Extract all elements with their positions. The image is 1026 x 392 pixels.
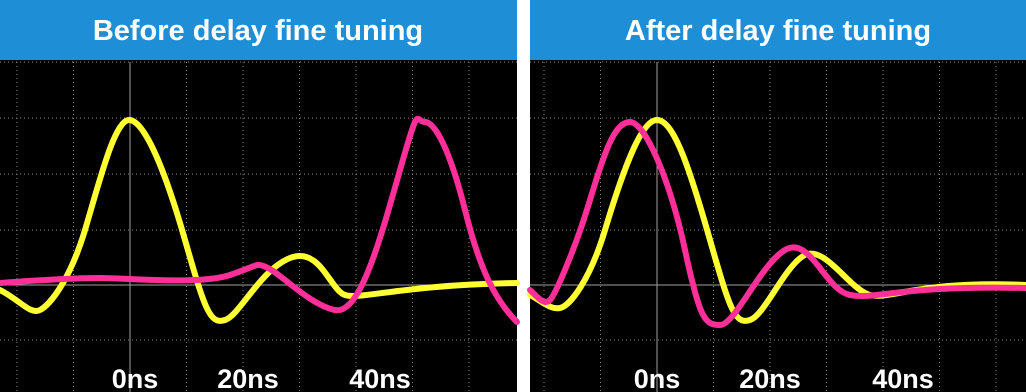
panel-title: Before delay fine tuning	[93, 15, 423, 47]
time-label: 20ns	[217, 364, 279, 392]
page: Before delay fine tuning 0ns 20ns 40ns A…	[0, 0, 1026, 392]
panel-title: After delay fine tuning	[625, 15, 931, 47]
screen	[0, 60, 517, 392]
time-label: 40ns	[872, 364, 934, 392]
time-label: 0ns	[112, 364, 159, 392]
panel-after: After delay fine tuning 0ns 20ns 40ns	[530, 0, 1026, 392]
scope-figure: Before delay fine tuning 0ns 20ns 40ns A…	[0, 0, 1026, 392]
time-label: 40ns	[349, 364, 411, 392]
panel-before: Before delay fine tuning 0ns 20ns 40ns	[0, 0, 517, 392]
time-label: 20ns	[739, 364, 801, 392]
time-label: 0ns	[634, 364, 681, 392]
